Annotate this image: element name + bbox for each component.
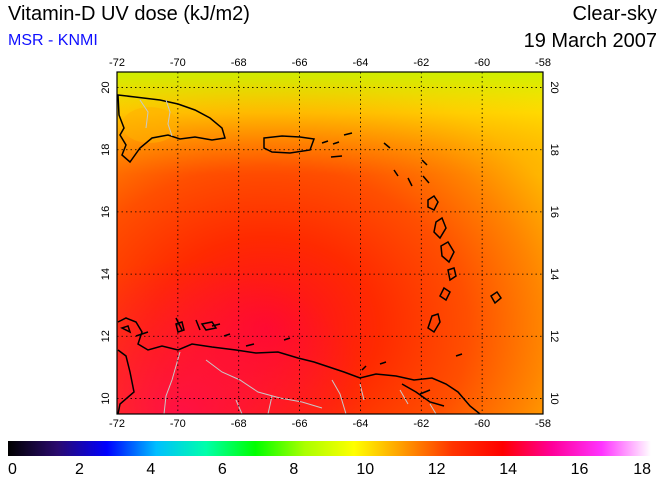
lon-tick-top: -66 bbox=[292, 57, 308, 69]
venezuela-interior-borders bbox=[205, 359, 437, 414]
lon-tick-top: -62 bbox=[413, 57, 429, 69]
lon-tick-bottom: -60 bbox=[474, 418, 490, 430]
lon-tick-bottom: -62 bbox=[413, 418, 429, 430]
colorbar bbox=[8, 441, 651, 456]
map-frame bbox=[116, 71, 544, 415]
colorbar-tick-label: 2 bbox=[75, 461, 84, 478]
lon-tick-bottom: -66 bbox=[292, 418, 308, 430]
colorbar-tick-label: 4 bbox=[146, 461, 155, 478]
haiti-interior-border bbox=[139, 99, 149, 129]
lon-tick-top: -60 bbox=[474, 57, 490, 69]
lon-tick-bottom: -70 bbox=[170, 418, 186, 430]
lon-tick-bottom: -64 bbox=[352, 418, 368, 430]
lon-tick-bottom: -68 bbox=[231, 418, 247, 430]
lat-tick-right: 10 bbox=[548, 392, 560, 404]
islands-coast bbox=[120, 321, 463, 395]
lat-tick-right: 20 bbox=[548, 81, 560, 93]
lat-tick-left: 20 bbox=[100, 81, 112, 93]
lat-tick-left: 18 bbox=[100, 144, 112, 156]
country-borders bbox=[139, 99, 437, 414]
axis-ticks: -72 -72 -70 -70 -68 -68 -66 -66 -64 -64 -62 -62 -60 -… bbox=[100, 57, 560, 430]
lat-tick-left: 10 bbox=[100, 392, 112, 404]
colorbar-tick-label: 12 bbox=[428, 461, 446, 478]
lon-tick-top: -68 bbox=[231, 57, 247, 69]
date-label: 19 March 2007 bbox=[523, 30, 657, 52]
colorbar-tick-label: 14 bbox=[499, 461, 517, 478]
colombia-venezuela-border bbox=[163, 351, 181, 414]
lon-tick-top: -70 bbox=[170, 57, 186, 69]
source-label: MSR - KNMI bbox=[8, 32, 98, 49]
lat-lon-grid bbox=[117, 72, 543, 414]
colorbar-tick-label: 18 bbox=[633, 461, 651, 478]
lat-tick-right: 12 bbox=[548, 330, 560, 342]
haiti-dr-border bbox=[165, 99, 173, 137]
lat-tick-left: 14 bbox=[100, 268, 112, 280]
colorbar-tick-label: 6 bbox=[218, 461, 227, 478]
lat-tick-right: 16 bbox=[548, 206, 560, 218]
lat-tick-right: 18 bbox=[548, 144, 560, 156]
lon-tick-top: -64 bbox=[352, 57, 368, 69]
colorbar-tick-label: 10 bbox=[356, 461, 374, 478]
condition-label: Clear-sky bbox=[572, 3, 657, 25]
lesser-antilles-coast bbox=[383, 142, 502, 334]
lat-tick-left: 12 bbox=[100, 330, 112, 342]
coastlines bbox=[117, 94, 502, 414]
colorbar-tick-label: 16 bbox=[571, 461, 589, 478]
lon-tick-top: -58 bbox=[535, 57, 551, 69]
map-title: Vitamin-D UV dose (kJ/m2) bbox=[8, 3, 250, 25]
lat-tick-left: 16 bbox=[100, 206, 112, 218]
colorbar-tick-label: 0 bbox=[8, 461, 17, 478]
hispaniola-coast bbox=[117, 94, 226, 164]
colorbar-tick-label: 8 bbox=[289, 461, 298, 478]
lon-tick-bottom: -72 bbox=[109, 418, 125, 430]
lon-tick-top: -72 bbox=[109, 57, 125, 69]
colorbar-ticks: 0 2 4 6 8 10 12 14 16 18 bbox=[8, 461, 651, 478]
lon-tick-bottom: -58 bbox=[535, 418, 551, 430]
uv-field bbox=[117, 72, 543, 414]
virgin-islands-coast bbox=[321, 132, 353, 158]
south-america-coast bbox=[117, 317, 481, 414]
lat-tick-right: 14 bbox=[548, 268, 560, 280]
